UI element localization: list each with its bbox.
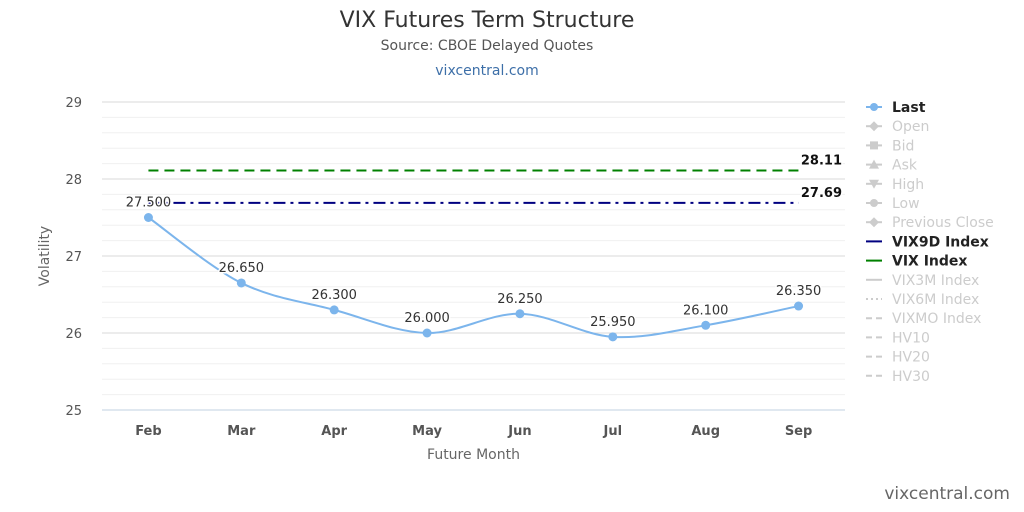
legend-item-bid[interactable]: Bid bbox=[866, 138, 914, 154]
chart-title: VIX Futures Term Structure bbox=[339, 8, 635, 33]
legend-item-previous-close[interactable]: Previous Close bbox=[866, 215, 994, 231]
last-data-label: 25.950 bbox=[590, 315, 636, 330]
series-group: 27.69 28.11 27.500 26.650 26.300 26.000 26.250… bbox=[124, 152, 844, 342]
legend-label: Ask bbox=[892, 158, 918, 174]
last-data-label: 26.650 bbox=[219, 261, 265, 276]
legend-marker bbox=[870, 199, 878, 207]
last-data-label: 26.100 bbox=[683, 303, 729, 318]
last-data-label: 26.000 bbox=[404, 311, 450, 326]
x-axis-title: Future Month bbox=[427, 447, 520, 463]
legend-item-low[interactable]: Low bbox=[866, 196, 920, 212]
y-tick-label: 26 bbox=[65, 327, 82, 342]
legend-item-vix-index[interactable]: VIX Index bbox=[866, 254, 967, 270]
legend-label: HV20 bbox=[892, 350, 930, 366]
last-data-label: 26.350 bbox=[776, 284, 822, 299]
legend-marker bbox=[869, 159, 879, 169]
legend-label: VIXMO Index bbox=[892, 311, 981, 327]
legend-item-ask[interactable]: Ask bbox=[866, 158, 918, 174]
x-axis: Feb Mar Apr May Jun Jul Aug Sep Future Month bbox=[102, 409, 845, 463]
x-tick-label: Apr bbox=[321, 424, 347, 439]
legend-label: VIX Index bbox=[892, 254, 967, 270]
legend-label: Previous Close bbox=[892, 215, 994, 231]
grid-lines bbox=[102, 101, 845, 411]
legend-label: VIX9D Index bbox=[892, 234, 989, 250]
y-tick-label: 28 bbox=[65, 173, 82, 188]
last-series-point bbox=[329, 305, 339, 315]
last-data-label: 26.250 bbox=[497, 292, 543, 307]
legend-label: Last bbox=[892, 100, 926, 116]
legend-marker bbox=[870, 103, 878, 111]
last-series-point bbox=[143, 213, 153, 222]
legend-marker bbox=[869, 217, 879, 228]
legend-label: VIX3M Index bbox=[892, 273, 979, 289]
legend-label: VIX6M Index bbox=[892, 292, 979, 308]
legend-item-high[interactable]: High bbox=[866, 177, 924, 193]
last-series-point bbox=[794, 301, 804, 311]
legend-label: Low bbox=[892, 196, 920, 212]
legend-marker bbox=[869, 179, 879, 189]
chart-subtitle: Source: CBOE Delayed Quotes bbox=[380, 38, 594, 54]
last-series-point bbox=[236, 278, 246, 288]
last-series-point bbox=[608, 332, 618, 342]
legend-item-vix9d-index[interactable]: VIX9D Index bbox=[866, 234, 989, 250]
last-series-line bbox=[147, 216, 799, 339]
y-axis-title: Volatility bbox=[37, 226, 53, 286]
legend-item-vix6m-index[interactable]: VIX6M Index bbox=[866, 292, 979, 308]
legend-label: HV10 bbox=[892, 330, 930, 346]
legend-label: HV30 bbox=[892, 369, 930, 385]
legend-marker bbox=[870, 141, 878, 150]
last-series-point bbox=[422, 328, 432, 338]
x-tick-label: Jun bbox=[507, 424, 531, 439]
legend-marker bbox=[869, 121, 879, 132]
legend[interactable]: Last Open Bid Ask High Low Previous Close VIX9D… bbox=[866, 100, 994, 385]
legend-item-vixmo-index[interactable]: VIXMO Index bbox=[866, 311, 981, 327]
y-tick-label: 27 bbox=[65, 250, 82, 265]
index-value-label: 27.69 bbox=[801, 186, 842, 201]
legend-item-last[interactable]: Last bbox=[866, 100, 926, 116]
last-data-label: 26.300 bbox=[311, 288, 357, 303]
y-axis: 25 26 27 28 29 Volatility bbox=[37, 96, 82, 419]
x-tick-label: Jul bbox=[603, 424, 623, 439]
legend-item-hv10[interactable]: HV10 bbox=[866, 330, 930, 346]
last-series-point bbox=[701, 320, 711, 330]
index-value-label: 28.11 bbox=[801, 154, 842, 169]
last-data-label: 27.500 bbox=[126, 196, 172, 211]
legend-item-open[interactable]: Open bbox=[866, 119, 929, 135]
source-link[interactable]: vixcentral.com bbox=[435, 63, 539, 79]
legend-item-hv20[interactable]: HV20 bbox=[866, 350, 930, 366]
x-tick-label: Feb bbox=[135, 424, 161, 439]
x-tick-label: May bbox=[412, 424, 442, 439]
legend-label: Open bbox=[892, 119, 929, 135]
legend-label: Bid bbox=[892, 138, 914, 154]
last-series-point bbox=[515, 309, 525, 319]
footer-credit: vixcentral.com bbox=[884, 484, 1010, 504]
legend-item-vix3m-index[interactable]: VIX3M Index bbox=[866, 273, 979, 289]
legend-label: High bbox=[892, 177, 924, 193]
x-tick-label: Aug bbox=[691, 424, 720, 439]
y-tick-label: 25 bbox=[65, 404, 82, 419]
legend-item-hv30[interactable]: HV30 bbox=[866, 369, 930, 385]
y-tick-label: 29 bbox=[65, 96, 82, 111]
x-tick-label: Sep bbox=[785, 424, 813, 439]
x-tick-label: Mar bbox=[227, 424, 256, 439]
